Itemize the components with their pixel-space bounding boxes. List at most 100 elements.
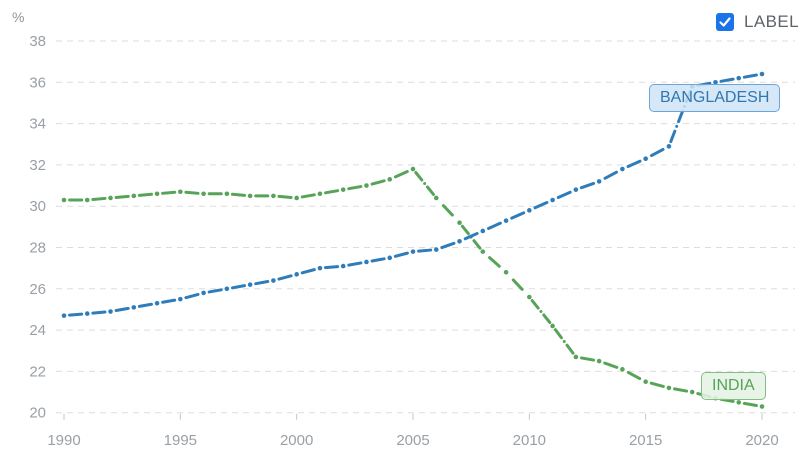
series-segment	[155, 297, 182, 305]
series-segment	[481, 219, 508, 233]
data-point[interactable]	[550, 197, 555, 203]
data-point[interactable]	[131, 193, 137, 199]
data-point[interactable]	[527, 294, 532, 300]
data-point[interactable]	[387, 255, 393, 261]
data-point[interactable]	[457, 239, 462, 244]
label-checkbox-text: LABEL	[744, 12, 799, 31]
data-point[interactable]	[340, 263, 346, 269]
data-point[interactable]	[131, 305, 137, 310]
checkmark-icon	[719, 17, 731, 27]
data-point[interactable]	[387, 177, 393, 182]
data-point[interactable]	[364, 183, 369, 188]
data-point[interactable]	[224, 286, 230, 292]
y-tick-label: 26	[29, 281, 46, 298]
data-point[interactable]	[550, 323, 555, 329]
data-point[interactable]	[178, 296, 183, 302]
data-point[interactable]	[271, 193, 276, 199]
data-point[interactable]	[736, 400, 742, 405]
data-point[interactable]	[364, 259, 369, 265]
data-point[interactable]	[457, 220, 462, 226]
data-point[interactable]	[61, 197, 67, 203]
data-point[interactable]	[666, 144, 672, 149]
series-label-india[interactable]: INDIA	[701, 372, 766, 400]
data-point[interactable]	[410, 249, 416, 254]
data-point[interactable]	[503, 269, 509, 275]
series-label-bangladesh[interactable]: BANGLADESH	[649, 84, 781, 112]
series-segment	[155, 190, 182, 196]
series-segment	[271, 272, 299, 283]
series-segment	[295, 266, 322, 276]
series-segment	[341, 184, 368, 192]
data-point[interactable]	[620, 367, 625, 372]
data-point[interactable]	[643, 379, 648, 385]
series-segment	[364, 177, 392, 188]
data-point[interactable]	[294, 272, 299, 277]
data-point[interactable]	[201, 290, 206, 296]
data-point[interactable]	[317, 191, 323, 197]
data-point[interactable]	[596, 358, 602, 364]
series-segment	[551, 324, 578, 359]
data-point[interactable]	[689, 389, 695, 395]
data-point[interactable]	[480, 228, 486, 234]
data-point[interactable]	[410, 166, 416, 172]
data-point[interactable]	[433, 195, 439, 201]
data-point[interactable]	[736, 75, 742, 81]
series-segment	[178, 291, 206, 301]
series-segment	[434, 196, 462, 225]
series-segment	[225, 283, 252, 291]
data-point[interactable]	[340, 187, 346, 192]
data-point[interactable]	[154, 300, 160, 306]
data-point[interactable]	[596, 179, 602, 184]
data-point[interactable]	[108, 309, 113, 314]
y-tick-label: 28	[29, 240, 46, 257]
data-point[interactable]	[666, 385, 672, 391]
data-point[interactable]	[84, 197, 90, 203]
series-segment	[318, 264, 345, 270]
series-line-india[interactable]	[61, 166, 765, 409]
data-point[interactable]	[271, 278, 276, 283]
data-point[interactable]	[61, 313, 67, 318]
data-point[interactable]	[294, 195, 299, 201]
series-segment	[341, 260, 368, 268]
data-point[interactable]	[84, 311, 90, 316]
x-tick-label: 2020	[745, 432, 778, 449]
label-checkbox[interactable]	[716, 13, 734, 31]
series-segment	[644, 380, 671, 390]
series-segment	[737, 72, 764, 80]
series-segment	[271, 194, 299, 200]
data-point[interactable]	[503, 218, 509, 223]
x-tick-label: 2010	[513, 432, 546, 449]
data-point[interactable]	[224, 191, 230, 197]
data-point[interactable]	[247, 193, 253, 199]
series-segment	[481, 250, 508, 274]
data-point[interactable]	[317, 265, 323, 271]
data-point[interactable]	[433, 247, 439, 252]
series-segment	[551, 188, 578, 202]
x-tick-label: 1990	[47, 432, 80, 449]
series-segment	[504, 208, 531, 223]
data-point[interactable]	[573, 354, 579, 360]
series-segment	[411, 248, 438, 254]
series-segment	[620, 367, 648, 384]
series-segment	[62, 312, 89, 318]
data-point[interactable]	[527, 208, 532, 213]
data-point[interactable]	[573, 187, 579, 192]
label-toggle[interactable]: LABEL	[716, 13, 799, 31]
data-point[interactable]	[480, 249, 486, 254]
data-point[interactable]	[108, 195, 113, 201]
series-segment	[364, 256, 392, 264]
data-point[interactable]	[759, 71, 765, 77]
data-point[interactable]	[643, 156, 648, 162]
series-segment	[713, 76, 741, 84]
series-segment	[737, 400, 764, 409]
data-point[interactable]	[620, 166, 625, 172]
series-segment	[132, 192, 159, 198]
data-point[interactable]	[201, 191, 206, 197]
data-point[interactable]	[247, 282, 253, 287]
data-point[interactable]	[713, 80, 718, 85]
data-point[interactable]	[759, 404, 765, 409]
data-point[interactable]	[154, 191, 160, 197]
data-point[interactable]	[178, 189, 183, 195]
